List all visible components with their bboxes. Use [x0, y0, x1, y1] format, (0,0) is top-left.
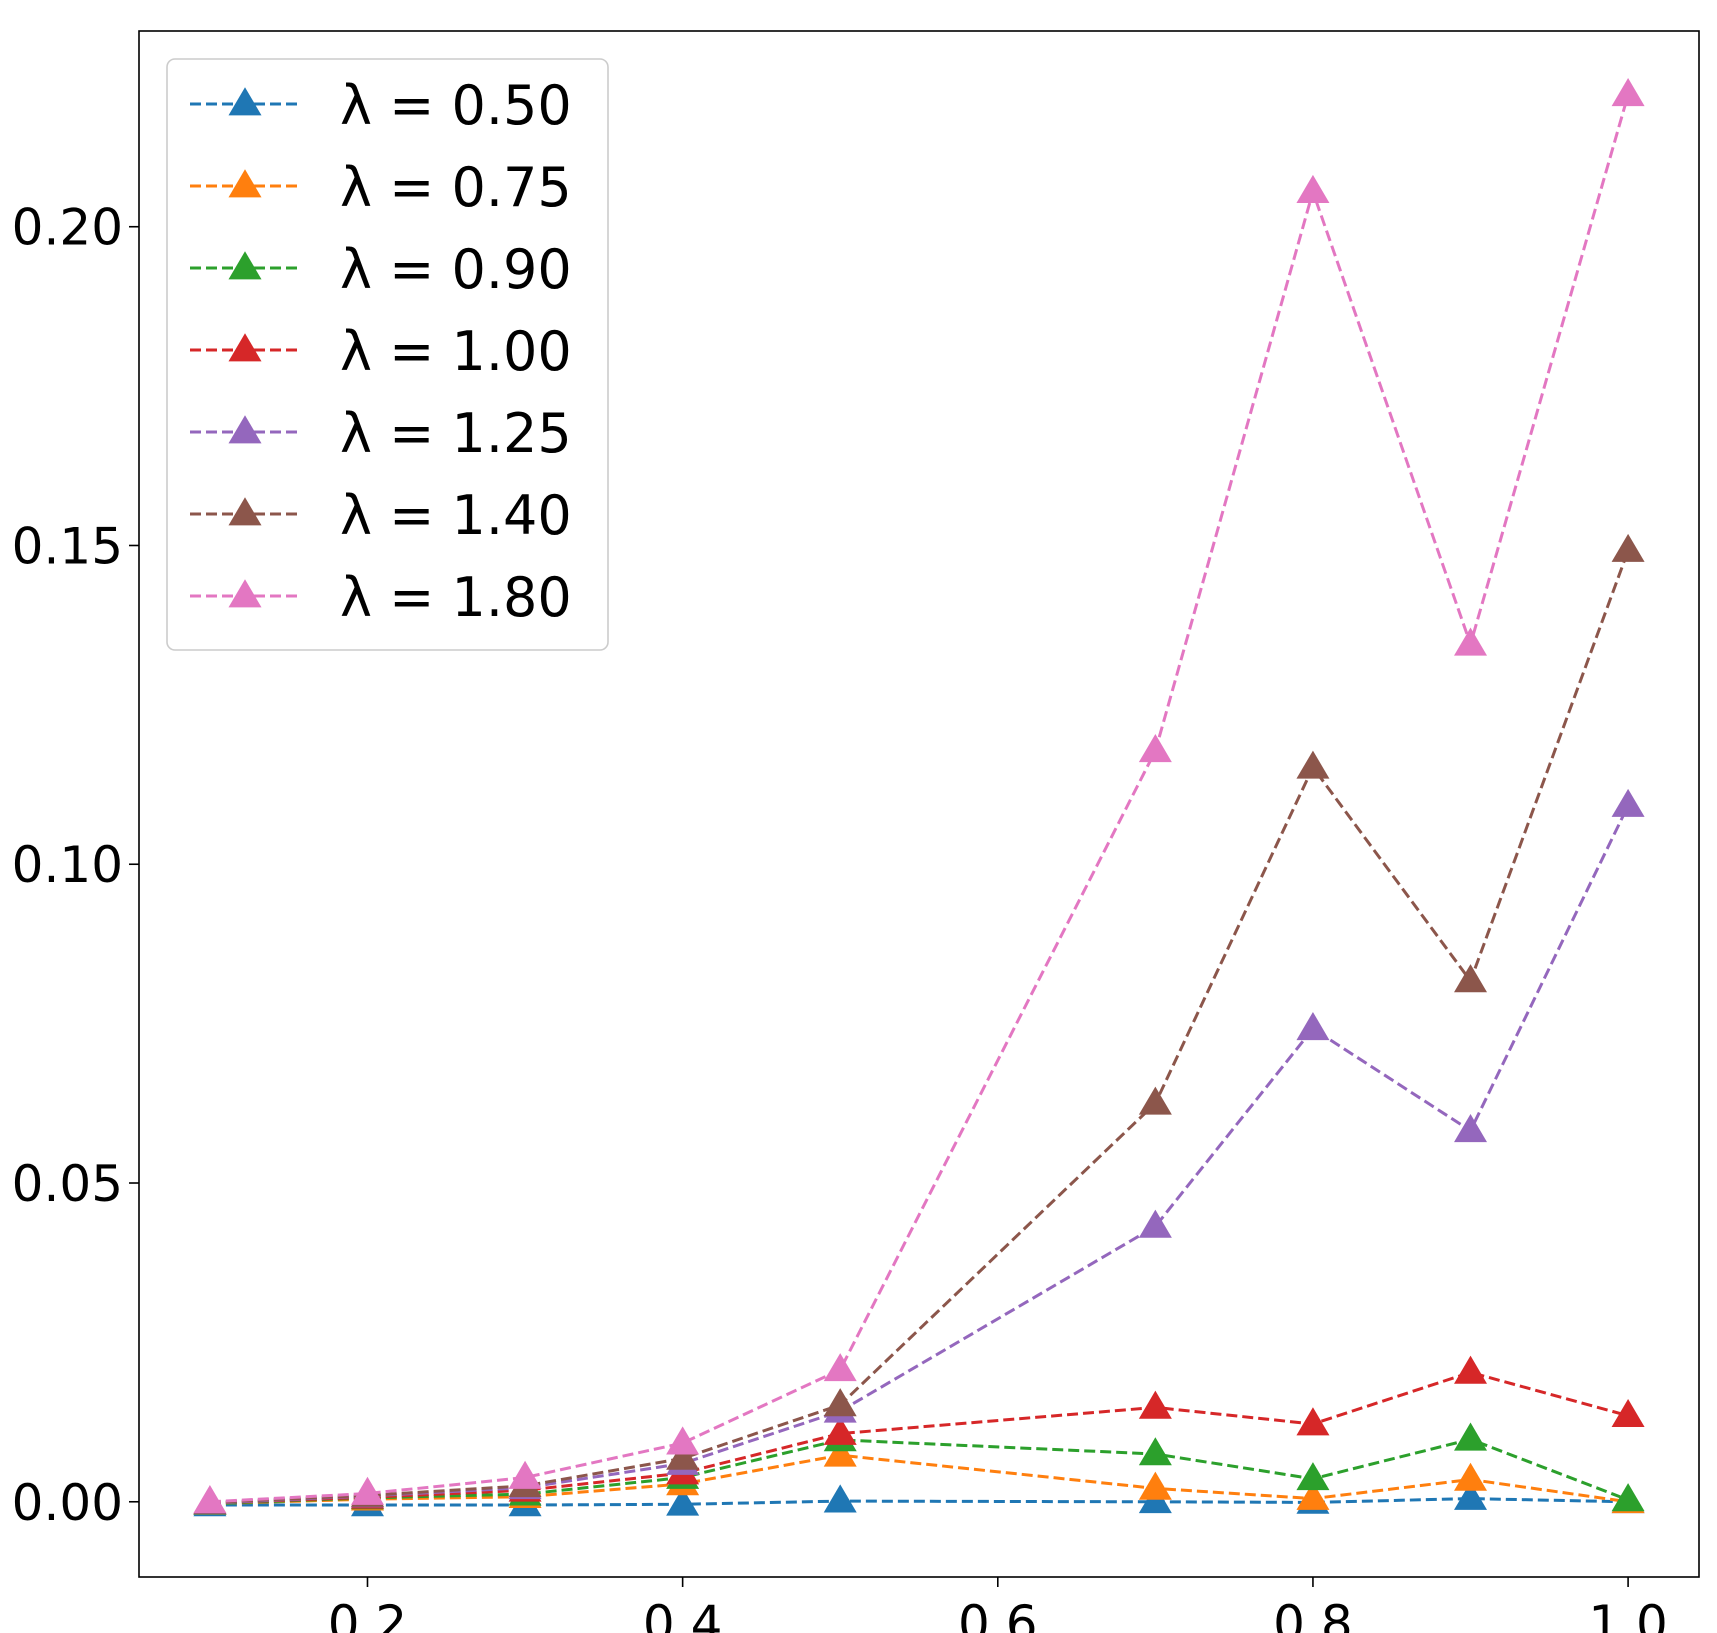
series-layer — [193, 78, 1645, 1517]
legend-label: λ = 0.50 — [340, 74, 572, 137]
data-point — [1454, 1355, 1488, 1384]
y-tick-label: 0.20 — [12, 199, 123, 257]
legend-entry: λ = 1.80 — [190, 566, 572, 629]
x-tick-label: 0.2 — [328, 1595, 408, 1633]
data-point — [823, 1416, 857, 1445]
data-point — [1296, 1481, 1330, 1510]
data-point — [1296, 750, 1330, 779]
legend-frame — [166, 58, 609, 651]
legend-entry: λ = 0.50 — [190, 74, 572, 137]
legend-marker — [228, 251, 262, 280]
data-point — [1611, 788, 1645, 817]
legend-label: λ = 1.80 — [340, 566, 572, 629]
data-point — [1454, 627, 1488, 656]
y-tick-label: 0.10 — [12, 836, 123, 894]
legend-entry: λ = 1.40 — [190, 484, 572, 547]
data-point — [1138, 1390, 1172, 1419]
series-6 — [193, 78, 1645, 1514]
legend-entry: λ = 0.90 — [190, 238, 572, 301]
series-line-2 — [209, 1437, 1629, 1506]
legend-marker — [228, 579, 262, 608]
data-point — [1454, 1422, 1488, 1451]
data-point — [508, 1460, 542, 1489]
legend-label: λ = 1.40 — [340, 484, 572, 547]
data-point — [1454, 1481, 1488, 1510]
data-point — [1611, 1398, 1645, 1428]
y-tick-label: 0.05 — [12, 1155, 123, 1213]
data-point — [193, 1485, 227, 1514]
plot-area-frame — [138, 30, 1700, 1578]
legend-marker — [228, 87, 262, 116]
legend-marker — [228, 333, 262, 362]
legend-label: λ = 1.00 — [340, 320, 572, 383]
series-line-6 — [209, 94, 1630, 1504]
data-point — [1611, 533, 1645, 562]
data-point — [350, 1476, 384, 1505]
legend-marker — [228, 497, 262, 526]
data-point — [666, 1426, 700, 1455]
data-point — [1138, 1209, 1172, 1238]
data-point — [823, 1438, 857, 1467]
legend-entry: λ = 1.00 — [190, 320, 572, 383]
y-axis: 0.00 0.05 0.10 0.15 0.20 — [12, 199, 139, 1532]
x-tick-label: 0.6 — [958, 1595, 1038, 1633]
data-point — [666, 1441, 700, 1470]
x-axis: 0.2 0.4 0.6 0.8 1.0 — [328, 1577, 1668, 1633]
series-5 — [193, 533, 1645, 1514]
legend-entry: λ = 1.25 — [190, 402, 572, 465]
series-line-3 — [209, 1370, 1629, 1505]
data-point — [1138, 1471, 1172, 1500]
x-tick-label: 0.4 — [643, 1595, 723, 1633]
data-point — [823, 1353, 857, 1382]
data-point — [1296, 1462, 1330, 1491]
data-point — [1454, 964, 1488, 993]
legend-label: λ = 0.90 — [340, 238, 572, 301]
x-tick-label: 1.0 — [1588, 1595, 1668, 1633]
y-tick-label: 0.15 — [12, 517, 123, 575]
data-point — [1138, 1437, 1172, 1466]
data-point — [1296, 174, 1330, 203]
data-point — [1454, 1462, 1488, 1491]
y-tick-label: 0.00 — [12, 1474, 123, 1532]
data-point — [823, 1484, 857, 1513]
data-point — [1296, 1011, 1330, 1041]
legend-marker — [228, 415, 262, 444]
data-point — [1138, 1086, 1172, 1115]
data-point — [823, 1388, 857, 1417]
data-point — [1611, 78, 1645, 107]
data-point — [1454, 1113, 1488, 1143]
data-point — [666, 1487, 700, 1516]
legend: λ = 0.50 λ = 0.75 λ = 0.90 λ = 1.00 λ = 1.25… — [166, 58, 609, 651]
data-point — [1138, 734, 1172, 763]
data-point — [1296, 1407, 1330, 1436]
legend-marker — [228, 169, 262, 198]
legend-entry: λ = 0.75 — [190, 156, 572, 219]
legend-label: λ = 0.75 — [340, 156, 572, 219]
legend-label: λ = 1.25 — [340, 402, 572, 465]
x-tick-label: 0.8 — [1273, 1595, 1353, 1633]
data-point — [1611, 1483, 1645, 1512]
